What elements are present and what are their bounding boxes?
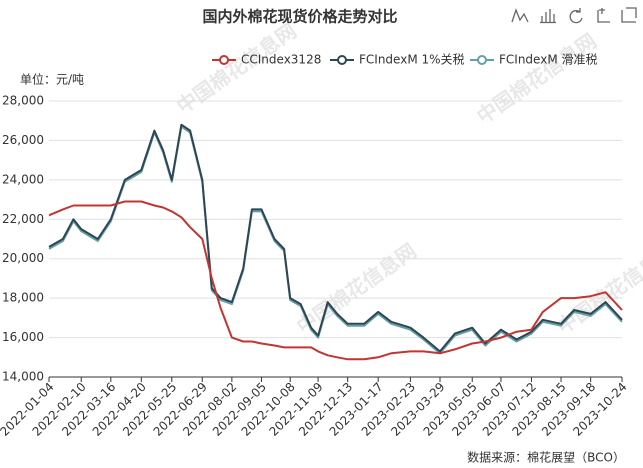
y-tick-label: 26,000 <box>2 133 44 147</box>
y-tick-label: 20,000 <box>2 251 44 265</box>
y-tick-label: 22,000 <box>2 212 44 226</box>
y-tick-label: 14,000 <box>2 370 44 384</box>
series-line <box>48 200 623 361</box>
series-line <box>48 125 623 355</box>
legend-marker <box>219 55 229 65</box>
chart-title: 国内外棉花现货价格走势对比 <box>202 8 397 26</box>
legend-item[interactable]: CCIndex3128 <box>212 53 321 67</box>
legend-item[interactable]: FCIndexM 1%关税 <box>330 53 465 67</box>
toolbox <box>511 7 637 24</box>
legend-label: FCIndexM 1%关税 <box>359 53 465 67</box>
source: 数据来源：棉花展望（BCO） <box>467 450 625 465</box>
y-unit: 单位：元/吨 <box>20 72 84 87</box>
tool-line[interactable] <box>511 8 529 23</box>
legend-label: CCIndex3128 <box>241 53 321 67</box>
tool-restore[interactable] <box>569 8 583 24</box>
tool-zoom[interactable] <box>597 8 610 23</box>
legend-marker <box>477 55 487 65</box>
legend-marker <box>337 55 347 65</box>
y-tick-label: 18,000 <box>2 291 44 305</box>
watermark: 中国棉花信息网 <box>472 29 600 129</box>
watermarks: 中国棉花信息网 中国棉花信息网 中国棉花信息网 中国棉花信息网 <box>172 19 643 339</box>
y-tick-label: 28,000 <box>2 94 44 108</box>
tool-back[interactable] <box>621 7 637 23</box>
watermark: 中国棉花信息网 <box>552 239 643 339</box>
y-tick-label: 16,000 <box>2 330 44 344</box>
legend-item[interactable]: FCIndexM 滑准税 <box>470 53 598 67</box>
legend-label: FCIndexM 滑准税 <box>499 53 598 67</box>
tool-bar[interactable] <box>540 9 556 24</box>
watermark: 中国棉花信息网 <box>172 19 300 119</box>
y-tick-label: 24,000 <box>2 172 44 186</box>
series-line <box>48 123 623 353</box>
